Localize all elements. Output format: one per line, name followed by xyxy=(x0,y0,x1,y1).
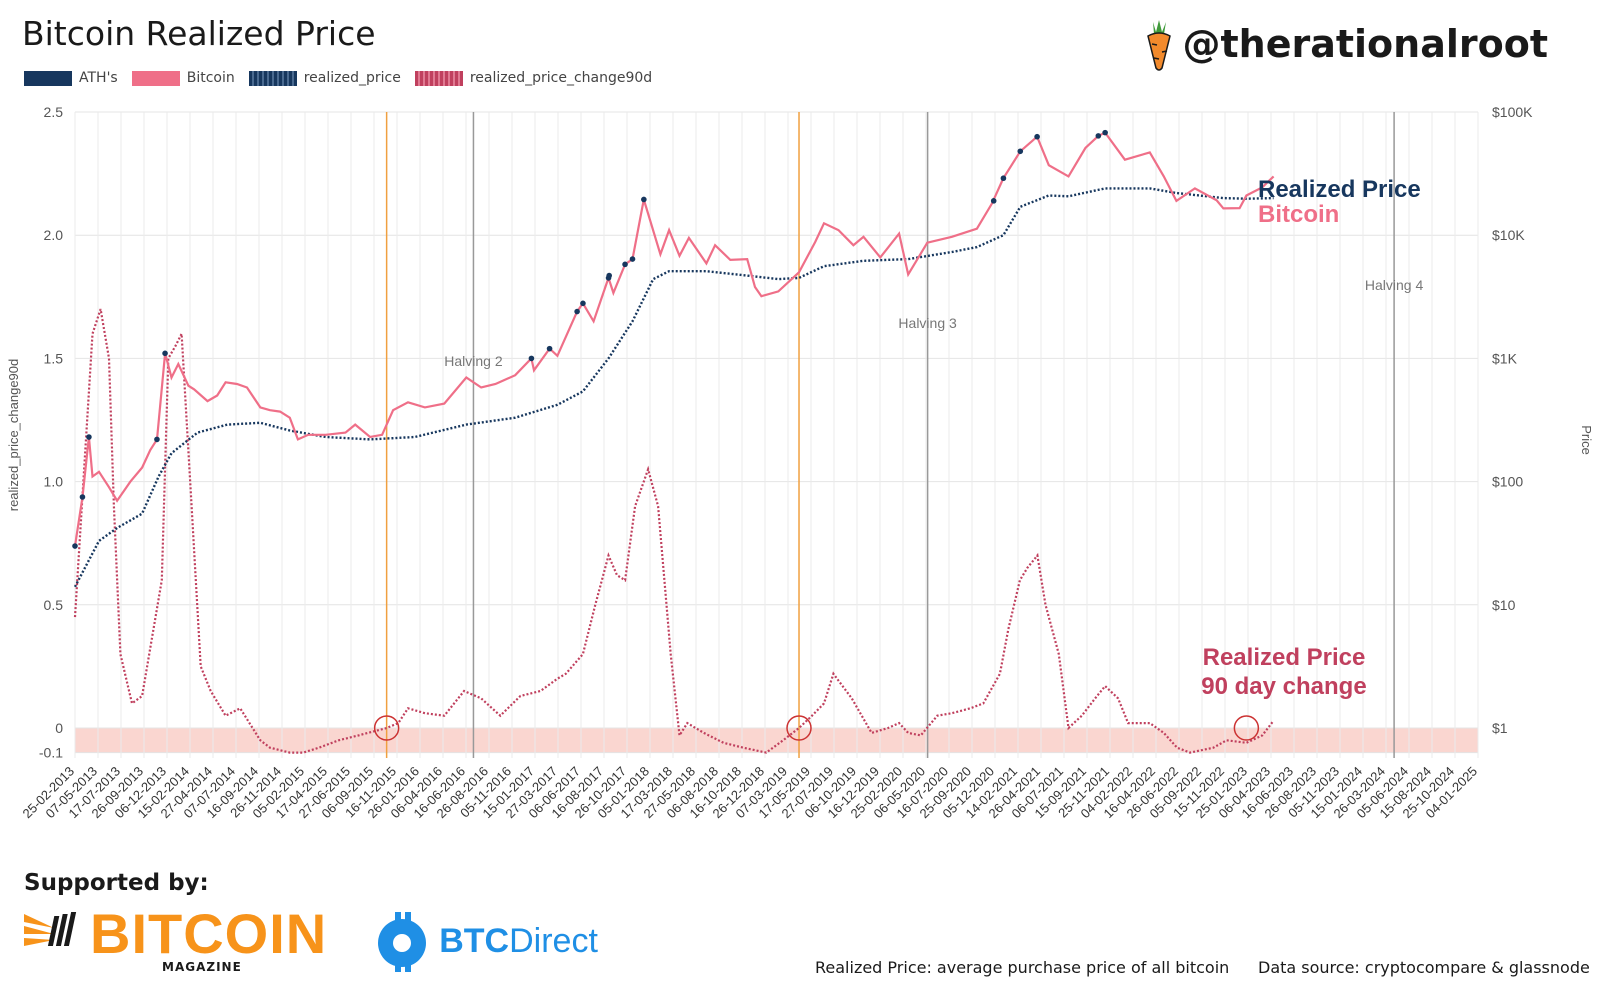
halving-label: Halving 4 xyxy=(1365,277,1424,293)
chart-legend: ATH's Bitcoin realized_price realized_pr… xyxy=(24,70,652,86)
bitcoin-magazine-wordmark: BITCOIN xyxy=(90,902,328,965)
halving-label: Halving 3 xyxy=(898,315,957,331)
annotation-realized-price: Realized Price xyxy=(1258,176,1421,203)
halving-label: Halving 2 xyxy=(444,353,503,369)
footer-sponsors: Supported by: BITCOIN MAGAZINE xyxy=(24,870,598,974)
ath-point xyxy=(1034,133,1040,140)
legend-swatch-bitcoin xyxy=(131,70,180,86)
ath-point xyxy=(162,350,168,357)
y-tick-left: 0 xyxy=(55,720,63,736)
legend-item-realized-price[interactable]: realized_price xyxy=(248,70,401,86)
y-tick-left: 2.5 xyxy=(44,104,64,120)
bitcoin-magazine-mark-icon xyxy=(24,912,77,946)
btc-direct-wordmark-btc: BTC xyxy=(439,921,510,960)
y-axis-title-right: Price xyxy=(1579,425,1594,455)
supported-by-label: Supported by: xyxy=(24,870,209,896)
legend-label-change90d: realized_price_change90d xyxy=(469,70,653,86)
series-bitcoin-line xyxy=(73,131,1275,547)
y-tick-right: $100K xyxy=(1492,104,1533,120)
legend-label-bitcoin: Bitcoin xyxy=(186,70,235,86)
y-tick-left: -0.1 xyxy=(39,745,63,761)
bitcoin-magazine-logo[interactable]: BITCOIN MAGAZINE xyxy=(24,902,328,974)
btc-direct-mark-icon xyxy=(378,912,427,972)
chart-plot: Halving 2 Halving 3 Halving 4 2.5 2.0 1.5 1.0… xyxy=(6,104,1594,821)
realized-price-footnote: Realized Price: average purchase price o… xyxy=(815,958,1230,977)
btc-direct-logo[interactable]: BTCDirect xyxy=(375,910,598,972)
ath-point xyxy=(606,272,612,279)
ath-point xyxy=(72,543,78,549)
ath-point xyxy=(1000,175,1007,182)
legend-item-bitcoin[interactable]: Bitcoin xyxy=(131,70,235,86)
ath-point xyxy=(154,436,160,443)
legend-label-ath: ATH's xyxy=(79,70,118,86)
annotation-change-line1: Realized Price xyxy=(1203,644,1366,671)
annotation-change-line2: 90 day change xyxy=(1201,673,1366,700)
ath-point xyxy=(528,355,535,362)
annotation-bitcoin: Bitcoin xyxy=(1258,201,1339,228)
y-tick-left: 2.0 xyxy=(44,227,64,243)
bitcoin-magazine-subtitle: MAGAZINE xyxy=(162,960,242,974)
btc-direct-wordmark-direct: Direct xyxy=(509,921,598,960)
author-handle: @therationalroot xyxy=(1144,16,1548,72)
ath-point xyxy=(1102,129,1108,136)
btc-direct-wordmark: BTCDirect xyxy=(439,922,598,961)
y-tick-right: $10 xyxy=(1492,597,1516,613)
y-axis-title-left: realized_price_change90d xyxy=(6,359,21,512)
legend-swatch-ath xyxy=(24,70,72,86)
y-tick-left: 1.5 xyxy=(44,350,64,366)
ath-point xyxy=(622,261,628,268)
ath-point xyxy=(1017,148,1024,155)
y-tick-left: 0.5 xyxy=(44,597,64,613)
ath-point xyxy=(79,494,86,500)
y-tick-right: $1 xyxy=(1492,720,1508,736)
y-tick-right: $100 xyxy=(1492,474,1523,490)
ath-point xyxy=(574,308,580,315)
series-realized-price-line xyxy=(73,187,1274,588)
highlight-circle xyxy=(373,715,400,741)
ath-point xyxy=(641,196,647,203)
ath-point xyxy=(1095,133,1102,139)
y-tick-right: $1K xyxy=(1492,350,1518,366)
legend-label-realized-price: realized_price xyxy=(303,70,401,86)
series-change90d-line xyxy=(73,308,1275,754)
ath-point xyxy=(629,256,636,262)
y-tick-right: $10K xyxy=(1492,227,1525,243)
legend-item-ath[interactable]: ATH's xyxy=(24,70,118,86)
legend-swatch-change90d xyxy=(414,70,463,86)
handle-text: @therationalroot xyxy=(1182,22,1548,66)
data-source-note: Data source: cryptocompare & glassnode xyxy=(1258,958,1590,977)
ath-point xyxy=(990,198,997,204)
legend-swatch-realized-price xyxy=(248,70,297,86)
highlight-circle xyxy=(786,715,812,741)
ath-point xyxy=(86,434,92,440)
negative-change-band xyxy=(75,728,1478,753)
legend-item-change90d[interactable]: realized_price_change90d xyxy=(414,70,653,86)
ath-point xyxy=(546,345,553,352)
chart-title: Bitcoin Realized Price xyxy=(22,14,376,53)
ath-point xyxy=(580,300,586,307)
carrot-icon xyxy=(1147,20,1172,71)
y-tick-left: 1.0 xyxy=(44,474,64,490)
highlight-circle xyxy=(1233,715,1260,741)
